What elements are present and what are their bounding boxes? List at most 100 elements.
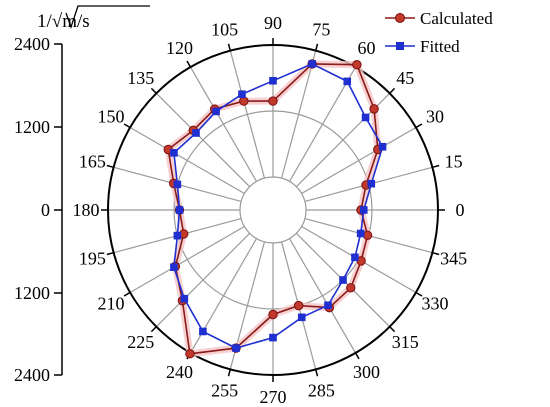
point-fitted <box>361 113 370 122</box>
angle-tick-mark <box>314 369 319 377</box>
point-fitted <box>212 107 220 116</box>
angle-tick-mark <box>432 164 440 169</box>
point-calculated <box>293 300 304 311</box>
point-calculated <box>268 309 278 320</box>
angle-tick-mark <box>227 369 232 377</box>
legend-label-fitted: Fitted <box>420 37 460 56</box>
grid-spoke <box>189 66 258 182</box>
angle-label: 90 <box>264 13 282 33</box>
grid-spoke <box>229 50 266 179</box>
radial-tick-marks: 2400 1200 0 1200 2400 <box>14 34 62 385</box>
sqrt-symbol <box>65 5 150 29</box>
point-fitted <box>199 327 207 336</box>
angle-label: 165 <box>79 152 106 172</box>
angle-label: 0 <box>456 200 465 220</box>
point-fitted <box>343 77 352 86</box>
angle-tick-mark <box>106 164 114 169</box>
grid-circle-inner <box>239 176 307 244</box>
grid-spoke <box>288 66 357 182</box>
angle-label: 330 <box>421 294 448 314</box>
angle-tick-mark <box>314 43 319 51</box>
angle-label: 30 <box>426 107 444 127</box>
point-fitted <box>170 149 178 157</box>
angle-label: 240 <box>166 362 193 382</box>
series-line-fitted <box>173 63 384 349</box>
angle-label: 180 <box>73 200 100 220</box>
point-calculated <box>239 96 249 106</box>
point-fitted <box>297 313 306 322</box>
point-fitted <box>173 231 182 240</box>
angle-tick-mark <box>150 87 157 94</box>
point-fitted <box>269 333 277 342</box>
angle-label: 255 <box>211 381 238 401</box>
point-calculated <box>369 104 379 114</box>
angle-tick-mark <box>123 123 131 129</box>
angle-label: 285 <box>308 381 335 401</box>
radial-tick-label: 2400 <box>14 34 50 54</box>
point-calculated <box>352 60 362 70</box>
angle-tick-mark <box>415 123 423 129</box>
point-fitted <box>192 129 200 137</box>
grid-spoke <box>301 126 417 195</box>
angle-tick-mark <box>415 291 423 297</box>
point-calculated <box>268 96 278 106</box>
radial-tick-label: 2400 <box>14 365 50 385</box>
point-calculated <box>346 283 356 293</box>
angle-label: 195 <box>79 248 106 268</box>
point-fitted <box>238 90 246 98</box>
point-fitted <box>351 253 359 262</box>
angle-tick-mark <box>150 326 157 333</box>
legend-marker-calculated <box>395 13 405 23</box>
angle-label: 120 <box>166 38 193 58</box>
series-group <box>163 59 387 359</box>
angle-tick-mark <box>389 326 396 333</box>
legend-marker-fitted <box>396 42 404 50</box>
angle-label: 225 <box>127 332 154 352</box>
angle-tick-mark <box>389 87 396 94</box>
radial-tick-label: 0 <box>41 200 50 220</box>
legend-item-fitted: Fitted <box>385 37 460 56</box>
radial-axis: 2400 1200 0 1200 2400 <box>14 34 63 385</box>
grid-spoke <box>280 50 317 179</box>
legend-label-calculated: Calculated <box>420 9 493 28</box>
angle-tick-mark <box>123 291 131 297</box>
grid-spoke <box>155 232 251 328</box>
radial-tick-label: 1200 <box>14 117 50 137</box>
angle-label: 300 <box>353 362 380 382</box>
angle-label: 15 <box>445 152 463 172</box>
point-fitted <box>339 276 347 284</box>
grid-spoke <box>129 126 245 195</box>
point-fitted <box>378 142 387 151</box>
legend-item-calculated: Calculated <box>385 9 493 28</box>
angle-tick-mark <box>227 43 232 51</box>
point-fitted <box>359 206 368 214</box>
angle-tick-mark <box>106 251 114 256</box>
angle-label: 105 <box>211 19 238 39</box>
point-fitted <box>269 76 277 85</box>
radial-tick-label: 1200 <box>14 283 50 303</box>
grid-spoke <box>155 92 251 188</box>
point-fitted <box>232 344 240 352</box>
grid-spoke <box>129 225 245 294</box>
point-fitted <box>173 180 182 189</box>
unit-label-text: 1/√m/s <box>37 11 90 32</box>
radial-axis-unit: 1/√m/s <box>37 11 90 32</box>
point-fitted <box>170 263 178 271</box>
angle-label: 60 <box>358 38 376 58</box>
angle-label: 270 <box>260 387 287 407</box>
angle-label: 210 <box>98 294 125 314</box>
point-fitted <box>175 206 184 214</box>
point-fitted <box>180 294 189 303</box>
point-calculated <box>362 230 373 241</box>
point-fitted <box>367 179 376 188</box>
point-calculated <box>185 349 195 359</box>
point-fitted <box>356 229 365 238</box>
angle-tick-mark <box>432 251 440 256</box>
angle-label: 345 <box>440 248 467 268</box>
angle-label: 135 <box>127 68 154 88</box>
angle-label: 315 <box>392 332 419 352</box>
angle-tick-mark <box>354 352 360 360</box>
point-fitted <box>308 60 316 68</box>
